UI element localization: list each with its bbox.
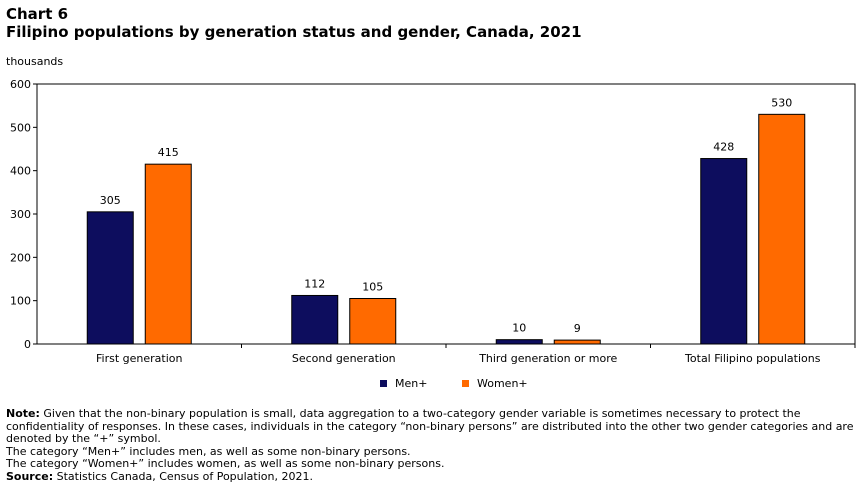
bar-value-label: 415: [158, 146, 179, 159]
note-text: Given that the non-binary population is …: [6, 407, 854, 445]
x-category-label: Third generation or more: [478, 352, 617, 365]
chart-notes: Note: Given that the non-binary populati…: [6, 407, 856, 484]
y-tick-label: 0: [24, 338, 31, 351]
y-tick-label: 600: [10, 78, 31, 91]
bar-value-label: 305: [100, 194, 121, 207]
y-tick-label: 400: [10, 165, 31, 178]
legend-label-women: Women+: [477, 377, 528, 390]
y-tick-label: 100: [10, 295, 31, 308]
y-tick-label: 500: [10, 121, 31, 134]
y-tick-label: 200: [10, 251, 31, 264]
source-line: Source: Statistics Canada, Census of Pop…: [6, 469, 856, 484]
bar-men: [700, 158, 748, 345]
legend-swatch-men: [380, 380, 387, 387]
chart-number: Chart 6: [6, 5, 69, 23]
legend-swatch-women: [462, 380, 469, 387]
bar-women: [349, 298, 397, 345]
source-label: Source:: [6, 469, 54, 483]
x-category-label: Total Filipino populations: [684, 352, 821, 365]
women-category-note: The category “Women+” includes women, as…: [6, 457, 445, 470]
bar-men: [291, 294, 339, 345]
legend-label-men: Men+: [395, 377, 427, 390]
note-paragraph: Note: Given that the non-binary populati…: [6, 407, 856, 446]
bar-chart: 0 100 200 300 400 500 600 305 415 First generatio…: [10, 78, 856, 390]
bar-value-label: 9: [574, 322, 581, 335]
bar-men: [86, 211, 134, 345]
bar-value-label: 428: [713, 141, 734, 154]
bar-value-label: 10: [512, 322, 526, 335]
bar-women: [144, 163, 192, 345]
x-category-label: Second generation: [292, 352, 396, 365]
note-label: Note:: [6, 407, 40, 420]
bar-value-label: 112: [304, 277, 325, 290]
bar-value-label: 105: [362, 281, 383, 294]
source-text: Statistics Canada, Census of Population,…: [53, 469, 313, 483]
bar-men: [495, 339, 543, 345]
y-tick-label: 300: [10, 208, 31, 221]
y-axis-units-label: thousands: [6, 55, 64, 68]
bar-women: [758, 113, 806, 345]
bar-women: [553, 339, 601, 345]
x-category-label: First generation: [96, 352, 182, 365]
bar-value-label: 530: [771, 96, 792, 109]
men-category-note: The category “Men+” includes men, as wel…: [6, 444, 411, 458]
chart-title: Filipino populations by generation statu…: [6, 23, 582, 41]
